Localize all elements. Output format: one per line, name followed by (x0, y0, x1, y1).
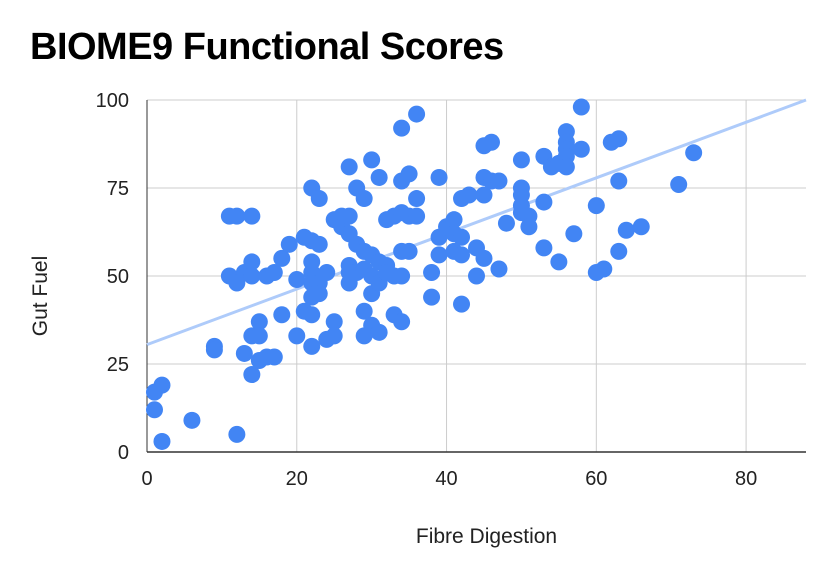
data-point (685, 144, 703, 162)
data-point (587, 197, 605, 215)
data-point (273, 306, 291, 324)
data-point (370, 323, 388, 341)
data-point (205, 341, 223, 359)
x-axis-label: Fibre Digestion (416, 525, 557, 548)
data-point (370, 168, 388, 186)
data-point (340, 207, 358, 225)
data-point (497, 214, 515, 232)
data-point (340, 158, 358, 176)
data-point (228, 207, 246, 225)
data-point (617, 221, 635, 239)
data-point (310, 235, 328, 253)
data-point (265, 263, 283, 281)
data-point (228, 425, 246, 443)
x-tick-label: 60 (585, 468, 607, 490)
data-point (235, 344, 253, 362)
data-point (325, 327, 343, 345)
data-point (280, 235, 298, 253)
y-tick-label: 25 (107, 354, 129, 376)
data-point (250, 327, 268, 345)
data-point (595, 260, 613, 278)
data-point (557, 158, 575, 176)
data-point (310, 190, 328, 208)
data-point (453, 246, 471, 264)
data-point (243, 253, 261, 271)
data-point (153, 432, 171, 450)
data-point (303, 306, 321, 324)
chart-title: BIOME9 Functional Scores (30, 26, 504, 68)
data-point (303, 337, 321, 355)
data-point (325, 313, 343, 331)
data-point (453, 295, 471, 313)
data-point (460, 186, 478, 204)
data-point (408, 190, 426, 208)
y-tick-label: 100 (96, 90, 129, 112)
data-point (610, 242, 628, 260)
data-point (355, 190, 373, 208)
data-point (475, 186, 493, 204)
x-tick-label: 80 (735, 468, 757, 490)
data-point (408, 207, 426, 225)
data-point (565, 225, 583, 243)
data-point (400, 242, 418, 260)
data-point (153, 376, 171, 394)
y-tick-label: 50 (107, 266, 129, 288)
data-point (408, 105, 426, 123)
data-point (468, 267, 485, 285)
data-point (430, 168, 448, 186)
data-point (145, 401, 163, 419)
data-point (393, 119, 411, 137)
data-point (475, 249, 493, 267)
y-tick-labels: 0 25 50 75 100 (96, 90, 129, 464)
data-point (610, 130, 628, 148)
data-point (490, 260, 508, 278)
x-tick-label: 20 (286, 468, 308, 490)
data-point (453, 228, 471, 246)
data-point (243, 366, 261, 384)
data-point (183, 411, 201, 429)
data-point (520, 218, 538, 236)
data-point (393, 267, 411, 285)
data-point (393, 313, 411, 331)
data-point (430, 246, 448, 264)
data-point (670, 175, 688, 193)
data-point (355, 302, 373, 320)
data-point (482, 133, 500, 151)
data-point (572, 98, 590, 116)
data-point (400, 165, 418, 183)
data-point (250, 313, 268, 331)
x-tick-label: 0 (141, 468, 152, 490)
data-point (512, 151, 530, 169)
data-point (423, 263, 441, 281)
data-point (610, 172, 628, 190)
y-tick-label: 75 (107, 178, 129, 200)
data-point (288, 327, 306, 345)
x-tick-label: 40 (435, 468, 457, 490)
data-point (572, 140, 590, 158)
data-point (243, 207, 261, 225)
data-point (423, 288, 441, 306)
data-point (445, 211, 463, 229)
trendline (146, 98, 807, 347)
data-point (265, 348, 283, 366)
data-points (145, 98, 703, 450)
data-point (243, 267, 261, 285)
data-point (550, 253, 568, 271)
x-tick-labels: 0 20 40 60 80 (141, 468, 757, 490)
data-point (288, 271, 306, 289)
data-point (490, 172, 508, 190)
data-point (535, 239, 553, 257)
y-axis-label: Gut Fuel (29, 256, 52, 337)
data-point (363, 151, 381, 169)
data-point (318, 263, 336, 281)
data-point (632, 218, 650, 236)
data-point (273, 249, 291, 267)
data-point (310, 285, 328, 303)
y-tick-label: 0 (118, 442, 129, 464)
data-point (535, 193, 553, 211)
